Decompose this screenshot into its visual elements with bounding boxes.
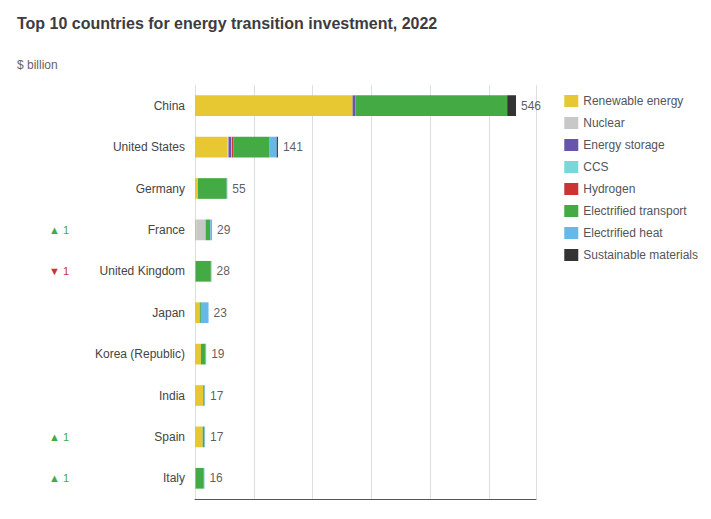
svg-text:▼ 1: ▼ 1 xyxy=(49,265,69,277)
svg-text:17: 17 xyxy=(210,389,224,403)
svg-text:Spain: Spain xyxy=(154,430,185,444)
svg-text:United States: United States xyxy=(113,140,185,154)
svg-text:China: China xyxy=(154,99,186,113)
svg-text:29: 29 xyxy=(217,223,231,237)
svg-text:17: 17 xyxy=(210,430,224,444)
svg-text:Electrified heat: Electrified heat xyxy=(583,226,663,240)
svg-text:Top 10 countries for energy tr: Top 10 countries for energy transition i… xyxy=(17,15,437,32)
svg-text:16: 16 xyxy=(209,471,223,485)
svg-text:19: 19 xyxy=(211,347,225,361)
svg-text:▲ 1: ▲ 1 xyxy=(49,431,69,443)
svg-text:23: 23 xyxy=(214,306,228,320)
svg-text:United Kingdom: United Kingdom xyxy=(100,264,185,278)
svg-text:▲ 1: ▲ 1 xyxy=(49,224,69,236)
svg-text:▲ 1: ▲ 1 xyxy=(49,472,69,484)
svg-text:Sustainable materials: Sustainable materials xyxy=(583,248,698,262)
svg-text:Nuclear: Nuclear xyxy=(583,116,624,130)
svg-text:CCS: CCS xyxy=(583,160,608,174)
svg-text:France: France xyxy=(148,223,186,237)
svg-text:Electrified transport: Electrified transport xyxy=(583,204,687,218)
svg-text:141: 141 xyxy=(283,140,303,154)
svg-text:Korea (Republic): Korea (Republic) xyxy=(95,347,185,361)
svg-text:Germany: Germany xyxy=(136,182,185,196)
svg-text:546: 546 xyxy=(521,99,541,113)
svg-text:India: India xyxy=(159,389,185,403)
svg-text:Italy: Italy xyxy=(163,471,185,485)
svg-text:Hydrogen: Hydrogen xyxy=(583,182,635,196)
svg-text:55: 55 xyxy=(232,182,246,196)
svg-text:Energy storage: Energy storage xyxy=(583,138,665,152)
svg-text:Renewable energy: Renewable energy xyxy=(583,94,683,108)
svg-text:28: 28 xyxy=(216,264,230,278)
svg-text:$ billion: $ billion xyxy=(17,58,58,72)
svg-text:Japan: Japan xyxy=(152,306,185,320)
